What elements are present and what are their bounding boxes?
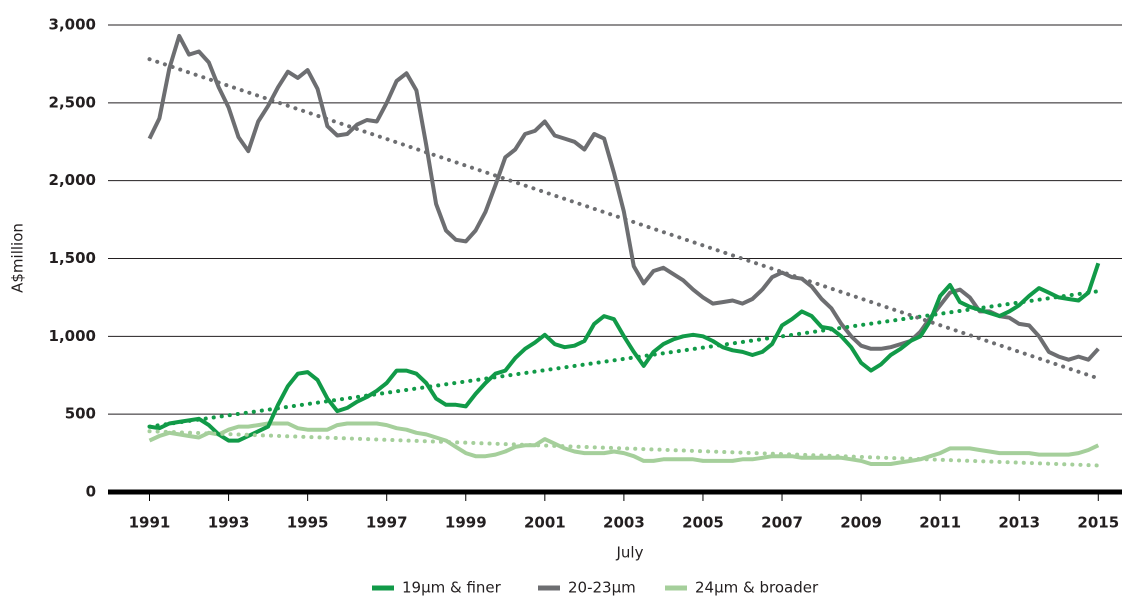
x-tick-label: 2013	[998, 514, 1040, 532]
x-tick-label: 2015	[1077, 514, 1119, 532]
x-tick-label: 2011	[919, 514, 961, 532]
trend-line	[147, 57, 1101, 381]
y-tick-label: 500	[65, 405, 96, 423]
y-tick-label: 2,500	[49, 93, 96, 111]
x-tick-label: 1999	[445, 514, 487, 532]
y-axis-title: A$million	[9, 223, 27, 293]
y-tick-label: 2,000	[49, 171, 96, 189]
y-tick-label: 0	[86, 483, 96, 501]
trend-line	[147, 289, 1101, 429]
x-tick-label: 2005	[682, 514, 724, 532]
legend-label: 19µm & finer	[402, 579, 502, 597]
legend-label: 20-23µm	[568, 579, 636, 597]
x-tick-label: 1993	[208, 514, 250, 532]
y-tick-label: 1,000	[49, 327, 96, 345]
series-line	[148, 421, 1100, 466]
y-tick-label: 3,000	[49, 16, 96, 34]
x-tick-label: 2001	[524, 514, 566, 532]
series-line	[149, 262, 1101, 443]
x-axis-title: July	[616, 544, 644, 562]
x-tick-label: 2007	[761, 514, 803, 532]
legend-label: 24µm & broader	[695, 579, 819, 597]
y-tick-label: 1,500	[49, 249, 96, 267]
x-tick-label: 2009	[840, 514, 882, 532]
series-line	[147, 33, 1100, 362]
x-tick-label: 1997	[366, 514, 408, 532]
x-tick-label: 1991	[129, 514, 171, 532]
x-tick-label: 2003	[603, 514, 645, 532]
x-tick-label: 1995	[287, 514, 329, 532]
